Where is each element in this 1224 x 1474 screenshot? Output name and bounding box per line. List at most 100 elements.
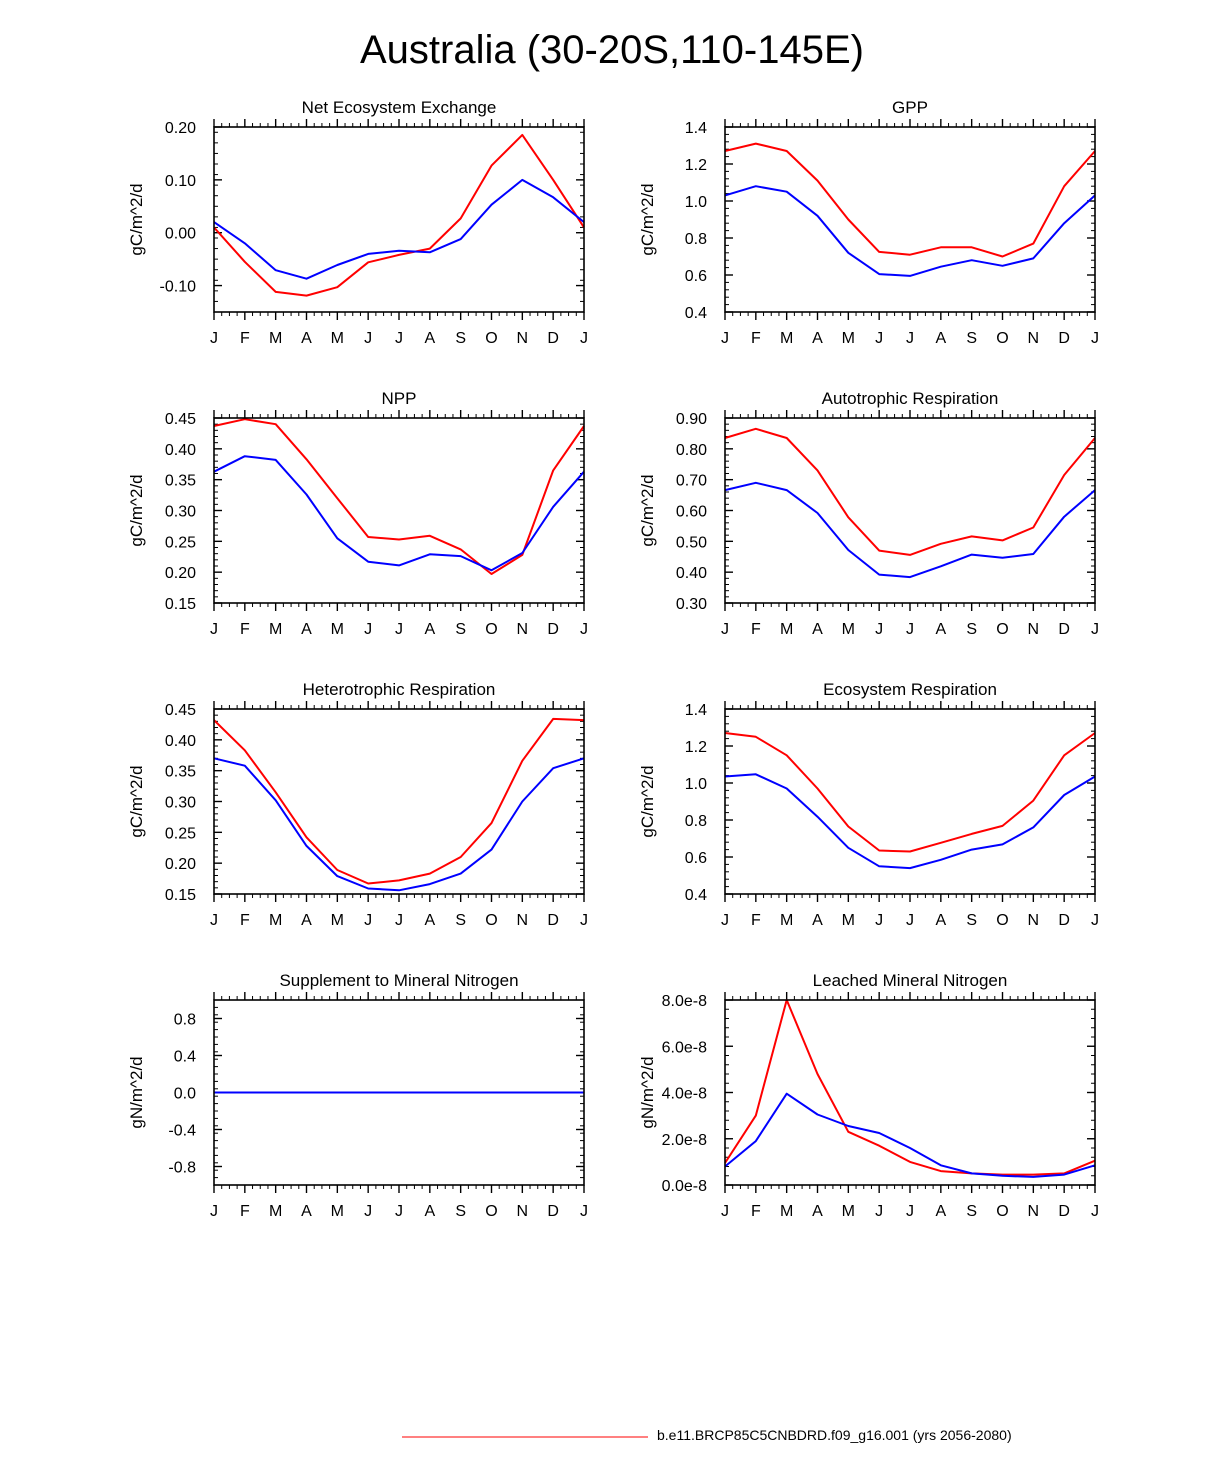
y-tick-label: 0.40 [676,565,707,582]
x-tick-label: M [842,912,855,929]
plot-frame [213,126,585,313]
figure-title: Australia (30-20S,110-145E) [360,28,864,72]
x-tick-label: M [842,1203,855,1220]
x-tick-label: M [269,330,282,347]
y-tick-label: 0.70 [676,473,707,490]
x-tick-label: N [1028,1203,1040,1220]
x-tick-label: S [966,621,977,638]
x-tick-label: D [1058,1203,1070,1220]
x-tick-label: S [455,621,466,638]
x-tick-label: J [875,621,883,638]
x-tick-label: J [721,912,729,929]
x-tick-label: F [240,1203,250,1220]
y-tick-label: 0.20 [165,856,196,873]
x-tick-label: F [751,1203,761,1220]
y-tick-label: 0.6 [685,850,707,867]
y-tick-label: 0.40 [165,733,196,750]
x-tick-label: J [875,330,883,347]
x-tick-label: A [935,330,946,347]
x-tick-label: A [424,330,435,347]
y-tick-label: -0.10 [160,279,197,296]
x-tick-label: J [906,330,914,347]
plot-frame [213,417,585,604]
series-line-blue [213,178,585,280]
x-tick-label: J [580,1203,588,1220]
y-axis-label: gC/m^2/d [127,183,146,255]
y-tick-label: -0.4 [168,1123,196,1140]
x-tick-label: M [780,621,793,638]
series-line-red [213,717,585,885]
x-tick-label: J [1091,912,1099,929]
x-tick-label: N [517,621,529,638]
chart-title: NPP [382,389,417,408]
x-tick-label: F [751,330,761,347]
x-tick-label: A [935,621,946,638]
x-tick-label: M [842,330,855,347]
y-tick-label: 0.8 [685,231,707,248]
x-tick-label: S [455,330,466,347]
x-tick-label: J [210,621,218,638]
x-tick-label: N [1028,912,1040,929]
series-line-red [724,732,1096,853]
x-tick-label: J [721,1203,729,1220]
y-axis-label: gC/m^2/d [638,765,657,837]
x-tick-label: D [547,330,559,347]
x-tick-label: J [906,912,914,929]
series-line-blue [213,455,585,572]
y-tick-label: 0.10 [165,173,196,190]
y-axis-label: gN/m^2/d [638,1056,657,1128]
x-tick-label: N [517,330,529,347]
y-tick-label: 0.45 [165,702,196,719]
y-tick-label: 0.45 [165,411,196,428]
x-tick-label: J [395,1203,403,1220]
y-tick-label: 0.0e-8 [662,1178,707,1195]
chart-panel: Ecosystem Respiration gC/m^2/d J F M A M J J A S O N… [638,680,1099,929]
y-tick-label: 4.0e-8 [662,1086,707,1103]
y-tick-label: -0.8 [168,1160,196,1177]
x-tick-label: O [996,621,1008,638]
x-tick-label: A [424,621,435,638]
x-tick-label: D [1058,621,1070,638]
x-tick-label: A [812,621,823,638]
series-line-red [213,418,585,575]
y-axis-label: gC/m^2/d [127,765,146,837]
x-tick-label: M [331,912,344,929]
y-tick-label: 0.0 [174,1086,196,1103]
x-tick-label: A [424,1203,435,1220]
x-tick-label: J [580,621,588,638]
plot-frame [213,708,585,895]
chart-title: GPP [892,98,928,117]
x-tick-label: J [210,1203,218,1220]
x-tick-label: F [751,621,761,638]
x-tick-label: J [395,621,403,638]
y-axis-label: gC/m^2/d [638,474,657,546]
x-tick-label: M [269,621,282,638]
x-tick-label: M [269,912,282,929]
x-tick-label: M [331,1203,344,1220]
chart-title: Supplement to Mineral Nitrogen [279,971,518,990]
y-axis-label: gC/m^2/d [638,183,657,255]
y-tick-label: 0.35 [165,764,196,781]
x-tick-label: A [424,912,435,929]
y-tick-label: 0.20 [165,120,196,137]
series-line-red [724,142,1096,258]
series-line-blue [213,757,585,892]
x-tick-label: A [935,1203,946,1220]
x-tick-label: J [906,1203,914,1220]
x-tick-label: J [875,912,883,929]
chart-panel: Net Ecosystem Exchange gC/m^2/d J F M A M J J A S O… [127,98,588,347]
chart-title: Ecosystem Respiration [823,680,997,699]
x-tick-label: J [1091,330,1099,347]
chart-title: Net Ecosystem Exchange [302,98,497,117]
chart-panel: GPP gC/m^2/d J F M A M J J A S O N D J 0.4 0.6 0.8 1.0 1.2 1… [638,98,1099,347]
x-tick-label: J [580,330,588,347]
plot-frame [724,999,1096,1186]
x-tick-label: A [301,912,312,929]
x-tick-label: O [485,330,497,347]
series-line-red [213,133,585,297]
x-tick-label: N [1028,621,1040,638]
x-tick-label: O [485,912,497,929]
chart-panel: Heterotrophic Respiration gC/m^2/d J F M A M J J… [127,680,588,929]
y-tick-label: 8.0e-8 [662,993,707,1010]
x-tick-label: D [547,621,559,638]
